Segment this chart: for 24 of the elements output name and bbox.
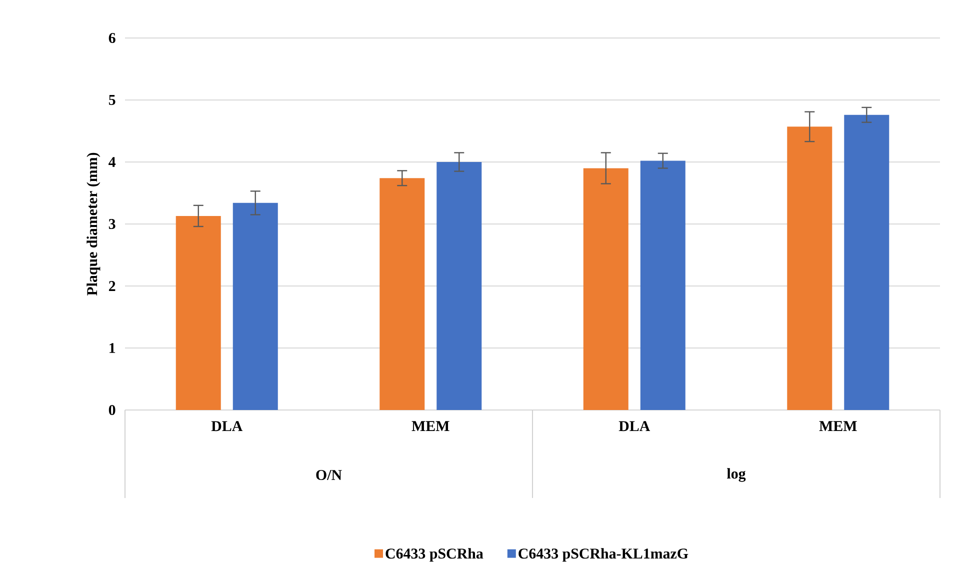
y-tick-label: 6 bbox=[108, 32, 116, 44]
text: O/N bbox=[316, 470, 342, 480]
text: log bbox=[727, 468, 746, 482]
y-tick-label: 4 bbox=[108, 157, 116, 167]
bar bbox=[787, 126, 832, 410]
y-tick-label: 0 bbox=[108, 404, 116, 416]
y-tick-label: 1 bbox=[110, 343, 116, 353]
x-tick-label: DLA bbox=[618, 421, 650, 432]
bar bbox=[436, 162, 482, 410]
bar bbox=[380, 178, 425, 410]
x-tick-label: DLA bbox=[211, 421, 243, 432]
bar bbox=[640, 160, 686, 410]
legend-label: C6433 pSCRha-KL1mazG bbox=[518, 548, 688, 562]
bar bbox=[176, 216, 221, 410]
y-tick-label: 3 bbox=[108, 218, 116, 230]
y-axis-title: Plaque diameter (mm) bbox=[86, 152, 100, 296]
x-tick-label: MEM bbox=[819, 421, 857, 431]
bar bbox=[232, 202, 278, 410]
bar bbox=[583, 168, 628, 410]
bar bbox=[844, 114, 890, 410]
y-tick-label: 2 bbox=[108, 281, 116, 291]
y-tick-label: 5 bbox=[108, 95, 116, 105]
legend-label: C6433 pSCRha bbox=[386, 548, 484, 562]
x-tick-label: MEM bbox=[412, 421, 450, 431]
